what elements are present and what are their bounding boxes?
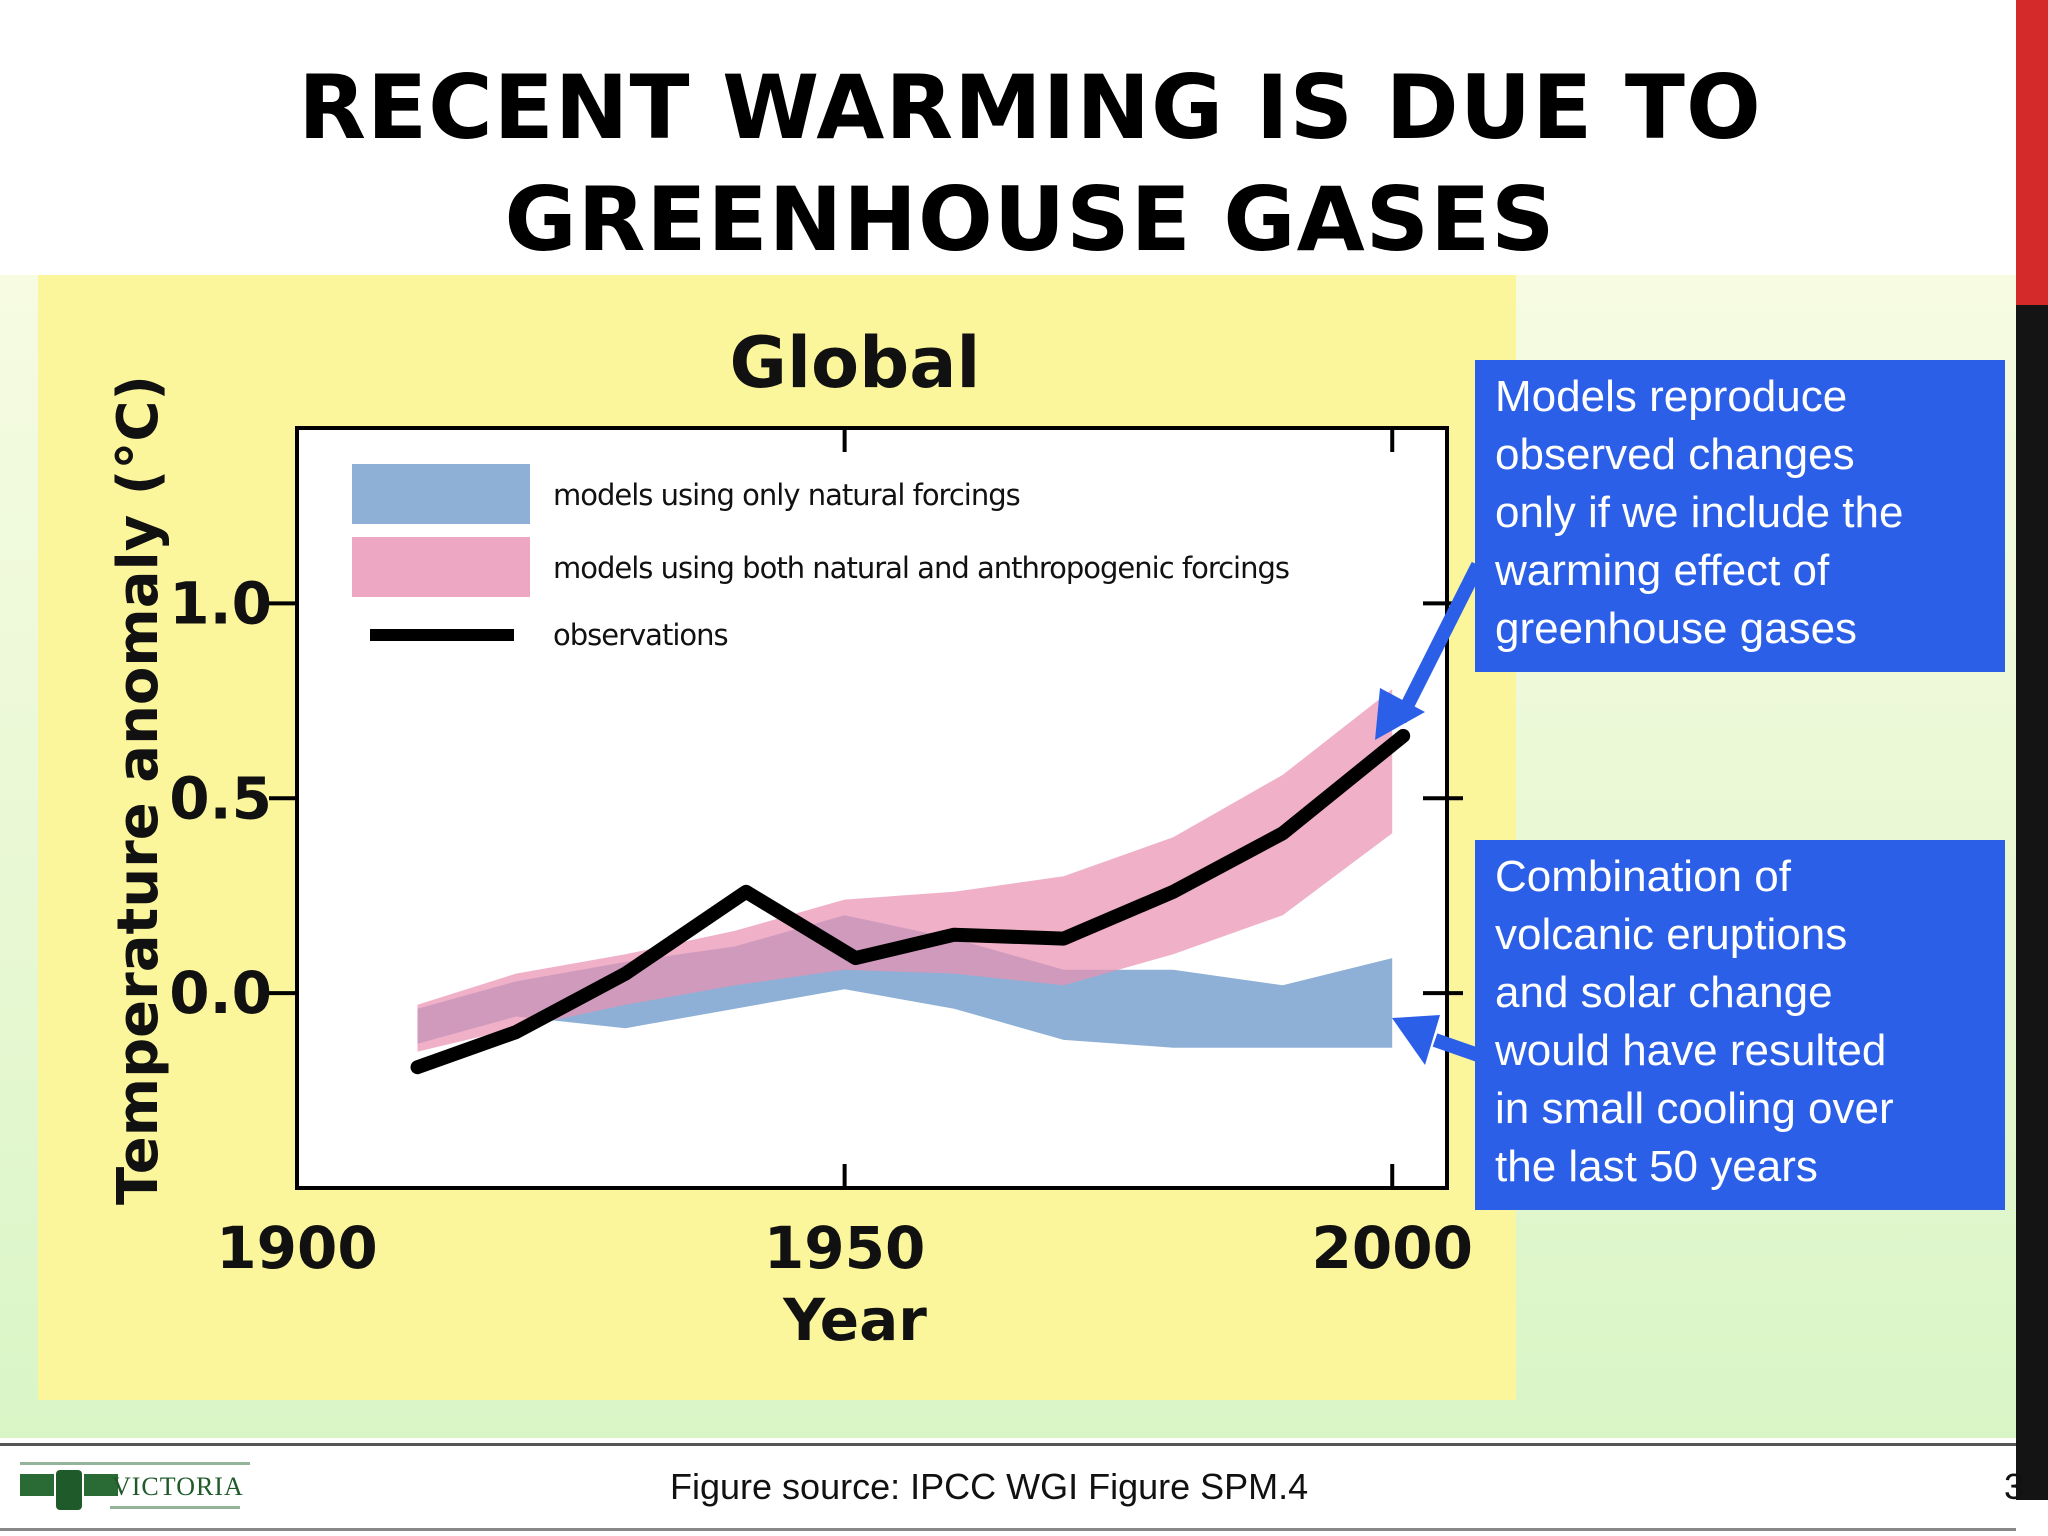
callout-line: in small cooling over xyxy=(1495,1084,1894,1133)
page-number: 3 xyxy=(2004,1466,2025,1507)
accent-bar-black xyxy=(2016,305,2048,1500)
callout-line: and solar change xyxy=(1495,968,1833,1017)
legend-label: observations xyxy=(553,618,728,652)
x-axis-label: Year xyxy=(782,1286,927,1354)
callout-line: greenhouse gases xyxy=(1495,604,1858,653)
legend-swatch xyxy=(352,464,530,524)
plot-frame xyxy=(295,426,1449,1190)
band-anthropogenic-forcings xyxy=(417,689,1393,1052)
y-tick-label: 0.0 xyxy=(169,959,272,1027)
y-tick-label: 0.5 xyxy=(169,764,272,832)
callout-line: only if we include the xyxy=(1495,488,1904,537)
legend-label: models using both natural and anthropoge… xyxy=(553,551,1289,585)
figure-source: Figure source: IPCC WGI Figure SPM.4 xyxy=(670,1466,1309,1507)
callout-line: Combination of xyxy=(1495,852,1791,901)
callout-arrow-icon xyxy=(1375,561,1485,740)
callout-line: warming effect of xyxy=(1495,546,1830,595)
university-logo-icon xyxy=(20,1462,250,1510)
footer-divider xyxy=(0,1443,2016,1446)
x-tick-label: 2000 xyxy=(1312,1214,1473,1282)
legend: models using only natural forcings models… xyxy=(352,464,1290,652)
accent-bar-red xyxy=(2016,0,2048,305)
legend-swatch xyxy=(352,537,530,597)
model-bands xyxy=(417,689,1393,1052)
callout-line: the last 50 years xyxy=(1495,1142,1818,1191)
band-natural-forcings xyxy=(417,915,1393,1048)
callout-line: would have resulted xyxy=(1495,1026,1887,1075)
legend-label: models using only natural forcings xyxy=(553,478,1020,512)
chart: 1900 1950 2000 0.0 0.5 1.0 models using only … xyxy=(38,275,1516,1400)
axis-ticks: 1900 1950 2000 0.0 0.5 1.0 xyxy=(169,428,1473,1282)
logo-text: VICTORIA xyxy=(112,1472,244,1501)
callout-line: observed changes xyxy=(1495,430,1855,479)
callout-anthropogenic: Models reproduce observed changes only i… xyxy=(1475,360,2005,672)
slide-title: RECENT WARMING IS DUE TO GREENHOUSE GASE… xyxy=(180,52,1880,276)
y-tick-label: 1.0 xyxy=(169,569,272,637)
callout-natural: Combination of volcanic eruptions and so… xyxy=(1475,840,2005,1210)
callout-line: Models reproduce xyxy=(1495,372,1848,421)
chart-title: Global xyxy=(730,322,981,404)
callout-arrow-icon xyxy=(1392,1015,1481,1065)
slide-title-line-2: GREENHOUSE GASES xyxy=(504,168,1556,271)
x-tick-label: 1950 xyxy=(764,1214,925,1282)
x-tick-label: 1900 xyxy=(216,1214,377,1282)
slide-title-line-1: RECENT WARMING IS DUE TO xyxy=(298,56,1762,159)
callout-line: volcanic eruptions xyxy=(1495,910,1848,959)
y-axis-label: Temperature anomaly (°C) xyxy=(106,375,171,1205)
observations-group xyxy=(410,728,1411,1075)
footer-bottom-divider xyxy=(0,1528,2016,1531)
observations-line xyxy=(410,728,1411,1075)
